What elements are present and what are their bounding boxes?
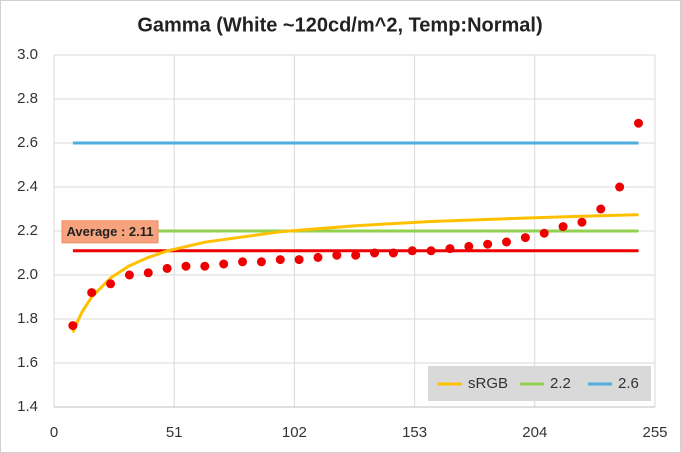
- legend-label: 2.2: [550, 375, 571, 392]
- data-point: [162, 263, 172, 273]
- data-point: [313, 252, 323, 262]
- y-tick-label: 1.4: [17, 398, 38, 415]
- legend-label: 2.6: [618, 375, 639, 392]
- data-point: [634, 118, 644, 128]
- x-tick-label: 51: [166, 424, 183, 441]
- y-tick-label: 2.8: [17, 90, 38, 107]
- x-tick-label: 102: [282, 424, 307, 441]
- data-point: [106, 279, 116, 289]
- x-tick-label: 255: [642, 424, 667, 441]
- data-point: [426, 246, 436, 256]
- data-point: [539, 228, 549, 238]
- data-point: [558, 222, 568, 232]
- data-point: [577, 217, 587, 227]
- y-tick-label: 2.4: [17, 178, 38, 195]
- y-tick-label: 2.2: [17, 222, 38, 239]
- data-point: [464, 241, 474, 251]
- data-point: [68, 321, 78, 331]
- y-tick-label: 1.6: [17, 354, 38, 371]
- data-point: [388, 248, 398, 258]
- y-tick-label: 2.6: [17, 134, 38, 151]
- data-point: [332, 250, 342, 260]
- data-point: [219, 259, 229, 269]
- data-point: [181, 261, 191, 271]
- data-point: [407, 246, 417, 256]
- y-tick-label: 1.8: [17, 310, 38, 327]
- data-point: [87, 288, 97, 298]
- x-tick-label: 153: [402, 424, 427, 441]
- average-label-box: [61, 220, 159, 244]
- data-point: [615, 182, 625, 192]
- average-label: Average : 2.11: [67, 224, 154, 239]
- data-point: [124, 270, 134, 280]
- data-point: [256, 257, 266, 267]
- data-point: [238, 257, 248, 267]
- chart-title: Gamma (White ~120cd/m^2, Temp:Normal): [137, 14, 542, 36]
- data-point: [275, 255, 285, 265]
- data-point: [520, 233, 530, 243]
- data-point: [483, 239, 493, 249]
- y-tick-label: 3.0: [17, 46, 38, 63]
- data-point: [596, 204, 606, 214]
- data-point: [294, 255, 304, 265]
- srgb-line: [71, 213, 639, 333]
- y-tick-label: 2.0: [17, 266, 38, 283]
- data-point: [370, 248, 380, 258]
- data-point: [143, 268, 153, 278]
- x-tick-label: 0: [50, 424, 58, 441]
- data-point: [351, 250, 361, 260]
- x-tick-label: 204: [522, 424, 547, 441]
- data-point: [445, 244, 455, 254]
- data-point: [502, 237, 512, 247]
- data-point: [200, 261, 210, 271]
- legend-label: sRGB: [468, 375, 508, 392]
